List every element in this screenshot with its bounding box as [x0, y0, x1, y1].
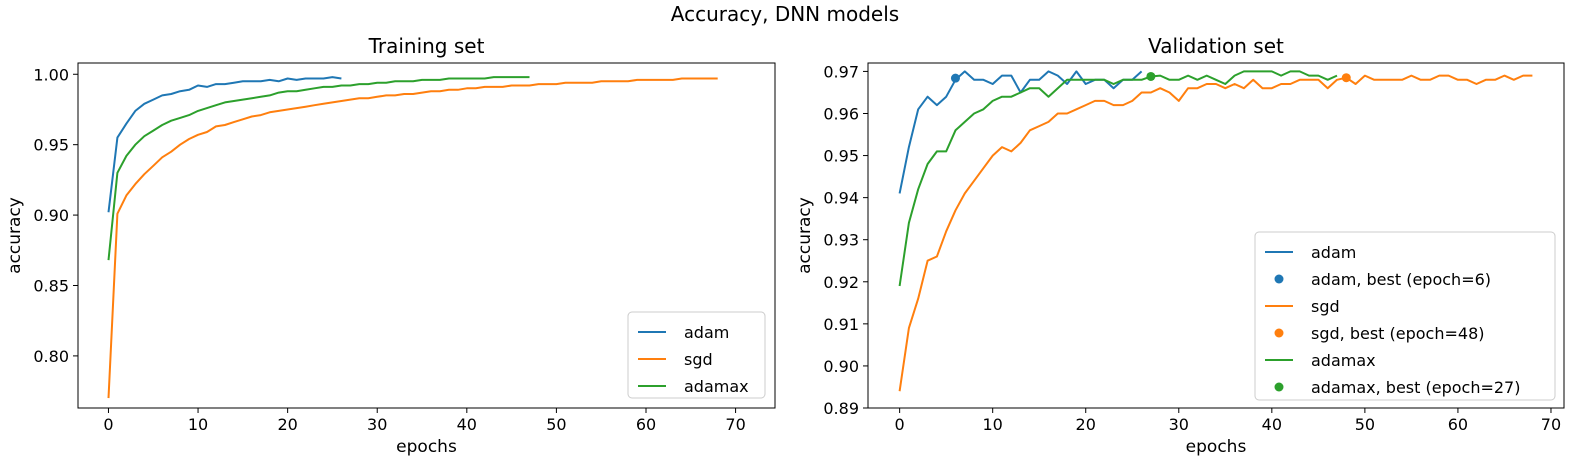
series-line-adamax: [898, 70, 1338, 287]
x-tick-label: 20: [277, 415, 297, 434]
series-line-adam: [107, 76, 342, 213]
legend: adam adam, best (epoch=6) sgd sgd, best (ep…: [1254, 231, 1556, 401]
legend-swatch-marker: [1274, 382, 1284, 392]
x-tick-label: 40: [457, 415, 477, 434]
chart-title: Training set: [368, 34, 485, 58]
x-tick-label: 70: [1541, 415, 1561, 434]
y-axis-label: accuracy: [795, 197, 815, 274]
y-tick-label: 0.90: [33, 206, 69, 225]
series-line-sgd: [898, 74, 1533, 392]
best-point-marker: [1146, 71, 1156, 81]
x-axis-label: epochs: [1186, 437, 1247, 457]
x-tick-label: 0: [103, 415, 113, 434]
legend-label: adamax, best (epoch=27): [1311, 378, 1520, 397]
legend-frame: [627, 311, 766, 399]
series-line-adam: [898, 70, 1143, 194]
figure-title: Accuracy, DNN models: [671, 2, 899, 26]
x-axis-label: epochs: [396, 437, 457, 457]
y-tick-label: 0.93: [823, 231, 859, 250]
y-tick-label: 1.00: [33, 65, 69, 84]
legend-label: adam, best (epoch=6): [1311, 270, 1491, 289]
x-tick-label: 60: [636, 415, 656, 434]
x-tick-label: 50: [546, 415, 566, 434]
x-tick-label: 50: [1355, 415, 1375, 434]
legend-label: adam: [684, 323, 729, 342]
x-tick-label: 10: [983, 415, 1003, 434]
legend-label: adamax: [1311, 351, 1376, 370]
legend: adam sgd adamax: [627, 311, 766, 399]
validation-chart: Validation set 0 10 20 30 40 50 60 70 0.89 0.90 0.9…: [795, 34, 1565, 457]
y-tick-label: 0.89: [823, 399, 859, 418]
y-tick-label: 0.85: [33, 276, 69, 295]
x-tick-label: 60: [1448, 415, 1468, 434]
series-line-adamax: [107, 76, 530, 261]
y-tick-label: 0.95: [33, 136, 69, 155]
chart-title: Validation set: [1148, 34, 1284, 58]
x-tick-label: 30: [1169, 415, 1189, 434]
plot-frame: [77, 62, 776, 409]
x-tick-label: 40: [1262, 415, 1282, 434]
y-tick-label: 0.90: [823, 357, 859, 376]
x-tick-label: 0: [895, 415, 905, 434]
x-tick-label: 30: [367, 415, 387, 434]
y-tick-label: 0.92: [823, 273, 859, 292]
y-tick-label: 0.91: [823, 315, 859, 334]
x-tick-label: 70: [725, 415, 745, 434]
y-tick-label: 0.94: [823, 189, 859, 208]
x-tick-label: 20: [1076, 415, 1096, 434]
y-tick-label: 0.95: [823, 147, 859, 166]
legend-swatch-marker: [1274, 328, 1284, 338]
legend-swatch-marker: [1274, 274, 1284, 284]
x-tick-label: 10: [188, 415, 208, 434]
plot-frame: [867, 62, 1565, 409]
training-chart: Training set 0 10 20 30 40 50 60 70 0.80 0.85 0.90 0…: [5, 34, 776, 457]
y-axis-label: accuracy: [5, 197, 25, 274]
legend-frame: [1254, 231, 1556, 401]
legend-label: sgd, best (epoch=48): [1311, 324, 1485, 343]
legend-label: sgd: [1311, 297, 1340, 316]
legend-label: sgd: [684, 350, 713, 369]
y-tick-label: 0.96: [823, 104, 859, 123]
y-tick-label: 0.80: [33, 347, 69, 366]
best-point-marker: [1341, 73, 1351, 83]
legend-label: adamax: [684, 377, 749, 396]
series-line-sgd: [107, 77, 718, 399]
y-tick-label: 0.97: [823, 62, 859, 81]
legend-label: adam: [1311, 243, 1356, 262]
best-point-marker: [950, 73, 960, 83]
